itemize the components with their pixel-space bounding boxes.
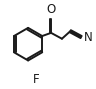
- Text: O: O: [46, 3, 56, 16]
- Text: F: F: [33, 73, 39, 86]
- Text: N: N: [84, 31, 92, 44]
